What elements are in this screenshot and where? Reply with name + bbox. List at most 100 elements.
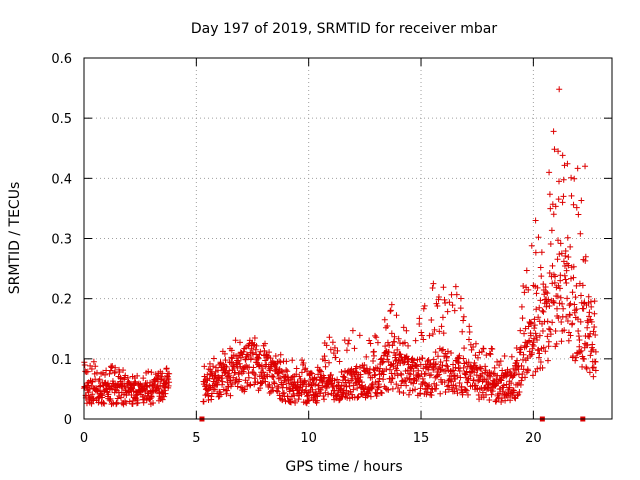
data-point <box>439 362 446 369</box>
data-point <box>153 375 160 382</box>
data-point <box>248 355 255 362</box>
data-point <box>544 318 551 325</box>
data-point <box>448 349 455 356</box>
data-point <box>418 329 425 336</box>
data-point <box>343 383 350 390</box>
data-point <box>214 367 221 374</box>
data-point <box>241 386 248 393</box>
data-point <box>562 248 569 255</box>
data-point <box>332 354 339 361</box>
data-point <box>227 392 234 399</box>
data-point <box>436 371 443 378</box>
data-point <box>300 359 307 366</box>
data-point <box>117 394 124 401</box>
data-point <box>494 358 501 365</box>
data-point <box>400 324 407 331</box>
data-point <box>532 217 539 224</box>
x-tick-label: 0 <box>80 431 88 446</box>
data-point <box>369 383 376 390</box>
data-point <box>557 272 564 279</box>
data-point <box>326 334 333 341</box>
data-point <box>395 335 402 342</box>
data-point <box>366 337 373 344</box>
data-point <box>444 348 451 355</box>
data-point <box>417 385 424 392</box>
data-point <box>427 360 434 367</box>
data-point <box>293 365 300 372</box>
data-point <box>331 377 338 384</box>
data-point <box>260 369 267 376</box>
data-point <box>161 393 168 400</box>
data-point <box>407 371 414 378</box>
y-tick-label: 0.1 <box>51 353 72 368</box>
data-point <box>384 339 391 346</box>
data-point <box>474 354 481 361</box>
data-point <box>456 352 463 359</box>
data-point <box>351 345 358 352</box>
data-point <box>148 393 155 400</box>
data-point <box>559 199 566 206</box>
data-point <box>450 361 457 368</box>
data-point <box>467 373 474 380</box>
data-point <box>218 391 225 398</box>
data-point <box>426 332 433 339</box>
data-point <box>549 262 556 269</box>
data-point <box>578 347 585 354</box>
data-point <box>424 358 431 365</box>
data-point <box>581 355 588 362</box>
data-point <box>521 330 528 337</box>
data-point <box>534 365 541 372</box>
data-point <box>387 307 394 314</box>
data-point <box>336 358 343 365</box>
data-point <box>573 354 580 361</box>
data-point <box>203 376 210 383</box>
data-point <box>353 369 360 376</box>
data-point <box>462 386 469 393</box>
data-point <box>229 355 236 362</box>
data-point <box>539 364 546 371</box>
data-point <box>535 314 542 321</box>
data-point <box>556 86 563 93</box>
data-point <box>576 336 583 343</box>
data-point <box>563 313 570 320</box>
data-point <box>348 391 355 398</box>
data-point <box>511 370 518 377</box>
data-point <box>388 301 395 308</box>
data-point <box>531 322 538 329</box>
data-point <box>542 288 549 295</box>
data-point <box>334 391 341 398</box>
data-point <box>382 343 389 350</box>
data-point <box>427 389 434 396</box>
data-point <box>334 347 341 354</box>
data-point <box>403 382 410 389</box>
data-point <box>460 355 467 362</box>
data-point <box>531 316 538 323</box>
data-point <box>121 383 128 390</box>
data-point <box>550 211 557 218</box>
data-point <box>554 256 561 263</box>
data-point <box>100 399 107 406</box>
data-point <box>295 396 302 403</box>
data-point <box>327 346 334 353</box>
data-point <box>588 318 595 325</box>
data-point <box>107 395 114 402</box>
data-point <box>508 380 515 387</box>
data-point <box>117 375 124 382</box>
data-point <box>361 361 368 368</box>
data-point <box>255 355 262 362</box>
data-point <box>586 309 593 316</box>
data-point <box>556 251 563 258</box>
data-point <box>514 357 521 364</box>
data-point <box>228 347 235 354</box>
data-point <box>236 376 243 383</box>
data-point <box>370 357 377 364</box>
data-point <box>532 249 539 256</box>
data-point <box>477 373 484 380</box>
data-point <box>206 360 213 367</box>
data-point <box>459 328 466 335</box>
data-point <box>391 349 398 356</box>
data-point <box>559 152 566 159</box>
data-point <box>305 397 312 404</box>
data-point <box>548 227 555 234</box>
data-point <box>205 366 212 373</box>
